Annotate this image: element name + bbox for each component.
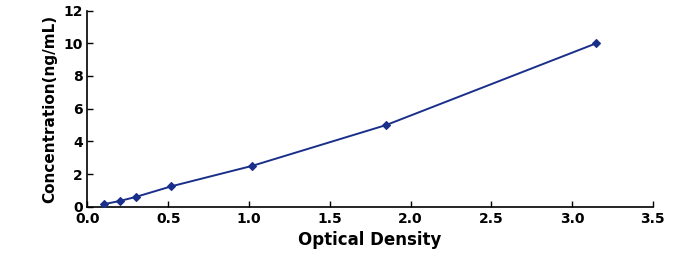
Y-axis label: Concentration(ng/mL): Concentration(ng/mL) <box>42 15 58 203</box>
X-axis label: Optical Density: Optical Density <box>298 231 442 249</box>
